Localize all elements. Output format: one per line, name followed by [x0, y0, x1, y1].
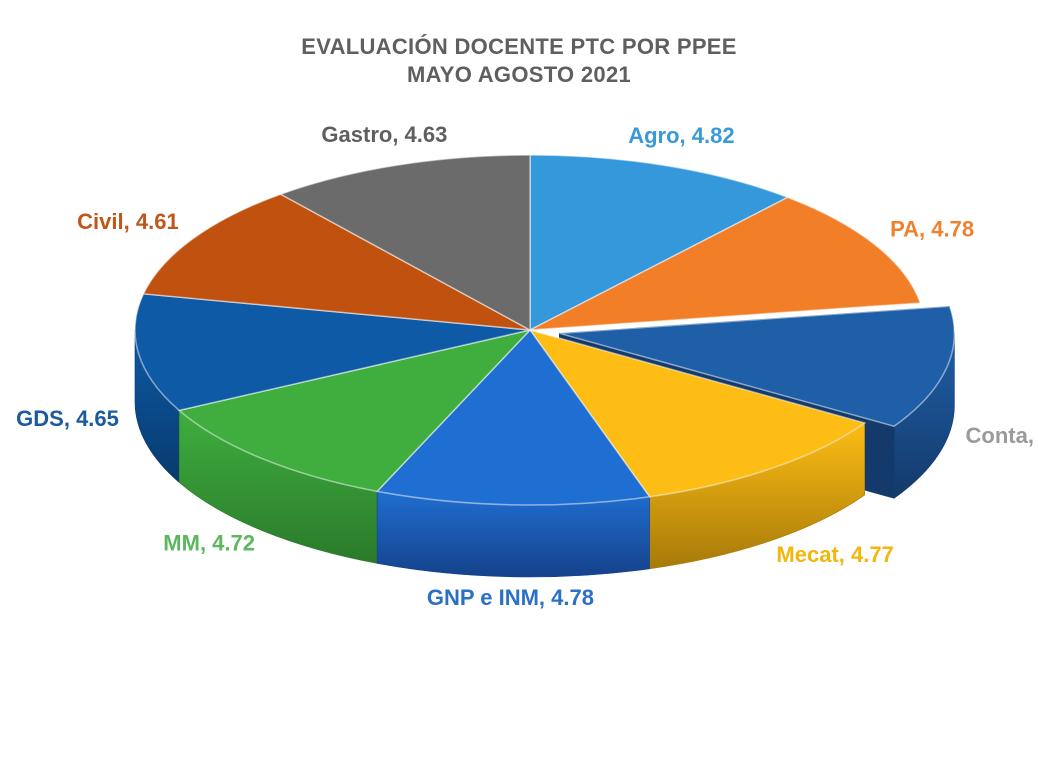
- data-label-pa: PA, 4.78: [890, 216, 974, 241]
- pie-slice-civil: [142, 193, 531, 331]
- data-label-civil: Civil, 4.61: [77, 209, 179, 234]
- pie-slice-mecat: [528, 328, 867, 498]
- data-label-gds: GDS, 4.65: [16, 406, 119, 431]
- data-label-agro: Agro, 4.82: [628, 123, 734, 148]
- pie-slice-gastro: [278, 154, 531, 332]
- data-label-mm: MM, 4.72: [163, 530, 255, 555]
- pie-slice-gds: [134, 293, 531, 412]
- pie-slice-agro: [529, 154, 790, 332]
- pie-slice-mm: [177, 328, 533, 493]
- data-label-gnp-e-inm: GNP e INM, 4.78: [427, 585, 594, 610]
- data-label-gastro: Gastro, 4.63: [321, 122, 447, 147]
- pie-slice-conta: [559, 305, 956, 428]
- data-label-mecat: Mecat, 4.77: [776, 542, 893, 567]
- chart-subtitle: MAYO AGOSTO 2021: [406, 62, 632, 87]
- chart-title: EVALUACIÓN DOCENTE PTC POR PPEE: [301, 34, 737, 59]
- data-label-conta: Conta, 4.85: [966, 423, 1038, 448]
- pie-slice-gnp-e-inm: [375, 328, 651, 506]
- pie-slice-pa: [529, 196, 922, 331]
